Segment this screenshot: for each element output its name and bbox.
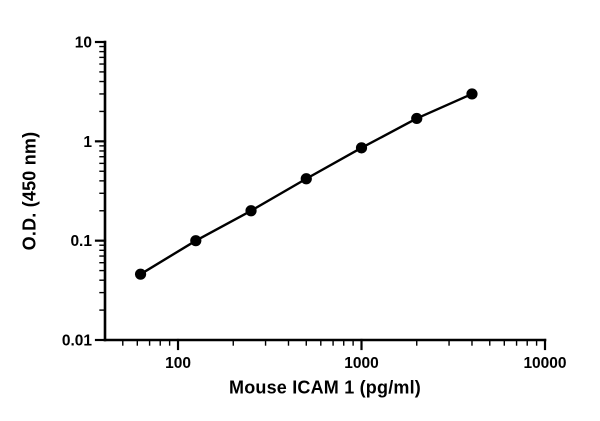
- data-point: [134, 268, 147, 280]
- y-tick-label: 0.01: [62, 333, 93, 350]
- data-point: [355, 142, 368, 154]
- x-tick-label: 10000: [523, 355, 566, 372]
- x-axis-title: Mouse ICAM 1 (pg/ml): [229, 377, 421, 398]
- data-point: [300, 173, 312, 185]
- x-tick-label: 1000: [344, 355, 378, 372]
- x-tick-label: 100: [165, 355, 191, 372]
- data-point: [245, 205, 257, 217]
- y-tick-label: 1: [83, 134, 92, 151]
- data-point: [466, 88, 478, 100]
- y-tick-label: 10: [75, 35, 92, 52]
- data-point: [190, 235, 202, 247]
- data-point: [411, 112, 423, 125]
- y-tick-label: 0.1: [70, 233, 92, 250]
- y-axis-title: O.D. (450 nm): [19, 131, 40, 251]
